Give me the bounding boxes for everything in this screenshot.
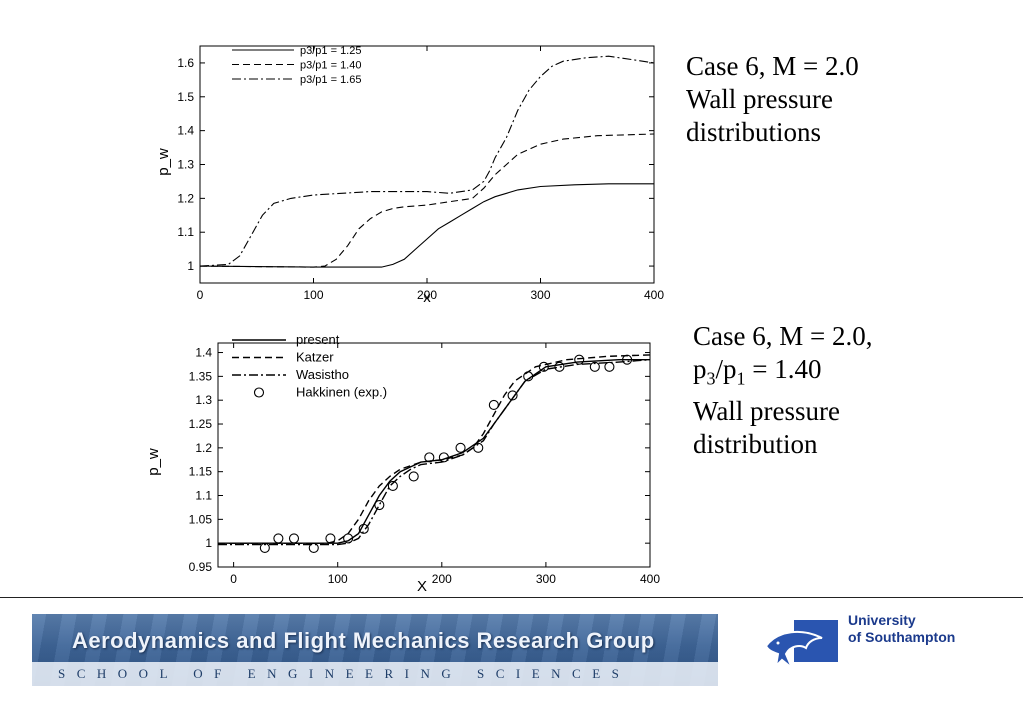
chart2-ytick-label-8: 1.35	[189, 369, 213, 383]
ratio-sub3: 3	[706, 368, 716, 389]
chart1-xtick-label-0: 0	[197, 288, 204, 302]
chart2-series-4-legend-marker	[253, 387, 265, 398]
caption-bottom-line2: p3/p1 = 1.40	[693, 353, 872, 395]
caption-bottom-line1: Case 6, M = 2.0,	[693, 321, 873, 351]
chart1-xtick-label-3: 300	[530, 288, 550, 302]
chart2-xtick-label-1: 100	[328, 572, 348, 586]
banner-strip	[32, 662, 718, 686]
chart2-series-4-point	[455, 442, 466, 453]
chart1-xtick-label-2: 200	[417, 288, 437, 302]
chart2-series-4-point	[622, 354, 633, 365]
banner-title: Aerodynamics and Flight Mechanics Resear…	[72, 628, 655, 653]
chart2-series-4-point	[438, 452, 449, 463]
chart2-ytick-label-1: 1	[205, 536, 212, 550]
chart2-series-4-point	[273, 533, 284, 544]
chart2-series-4-point	[408, 471, 419, 482]
chart1-xlabel: x	[423, 289, 431, 306]
chart2-series-4-point	[507, 390, 518, 401]
chart1-ytick-label-6: 1.6	[177, 56, 194, 70]
chart1-ytick-label-5: 1.5	[177, 90, 194, 104]
chart2-ytick-label-2: 1.05	[189, 512, 213, 526]
chart2-ylabel: p_w	[145, 448, 162, 476]
ratio-sub1: 1	[736, 368, 746, 389]
chart2-series-4-point	[374, 499, 385, 511]
university-line2: of Southampton	[848, 629, 956, 645]
chart1-ylabel: p_w	[155, 148, 172, 176]
chart2-ytick-label-6: 1.25	[189, 417, 213, 431]
dolphin-icon	[762, 616, 842, 672]
chart2-xtick-label-0: 0	[230, 572, 237, 586]
chart1-plot-frame	[199, 45, 655, 284]
chart2-series-4-legend-label: Hakkinen (exp.)	[296, 385, 387, 400]
chart2-series-4-point	[358, 523, 369, 534]
chart2-series-4-point	[574, 354, 585, 365]
caption-bottom-line4: distribution	[693, 429, 818, 460]
university-line1: University	[848, 612, 916, 628]
chart2-ytick-label-0: 0.95	[189, 560, 213, 574]
chart2-series-3-legend-label: Wasistho	[296, 367, 349, 382]
chart1-ytick-label-3: 1.3	[177, 158, 194, 172]
caption-top-line3: distributions	[686, 117, 822, 147]
chart2-ytick-label-9: 1.4	[195, 346, 212, 360]
chart2-series-4-point	[523, 371, 534, 382]
ratio-slash: /p	[715, 354, 737, 384]
caption-bottom-line3: Wall pressure	[693, 396, 841, 427]
chart1-ytick-label-4: 1.4	[177, 124, 194, 138]
chart2-ytick-label-3: 1.1	[195, 489, 212, 503]
caption-bottom: Case 6, M = 2.0, p3/p1 = 1.40 Wall press…	[693, 320, 872, 461]
chart2-series-4-point	[259, 542, 270, 553]
chart1-series-3-line	[199, 55, 655, 267]
chart2-xlabel: X	[417, 578, 427, 595]
chart2-series-4-point	[604, 361, 615, 372]
chart2-plot-frame	[217, 342, 651, 568]
chart2-series-4-point	[488, 399, 499, 411]
chart2-series-4-point	[424, 452, 435, 463]
chart2-series-2-legend-label: Katzer	[296, 350, 334, 365]
chart2-series-4-point	[538, 361, 549, 372]
chart2-series-2-line	[218, 354, 651, 544]
chart2-ytick-label-4: 1.15	[189, 465, 213, 479]
ratio-value: = 1.40	[745, 354, 822, 384]
chart2-ytick-label-5: 1.2	[195, 441, 212, 455]
chart2-series-4-point	[554, 361, 565, 372]
chart1-series-3-legend-label: p3/p1 = 1.65	[300, 74, 361, 86]
chart2-series-4-point	[473, 442, 484, 453]
chart2-series-1-legend-label: present	[296, 332, 340, 347]
chart1-series-1-legend-label: p3/p1 = 1.25	[300, 45, 361, 57]
chart1-ytick-label-0: 1	[187, 259, 194, 273]
chart2-series-1-line	[218, 359, 650, 544]
chart1-series-2-line	[199, 133, 655, 268]
chart1-ytick-label-2: 1.2	[177, 191, 194, 205]
chart2-ytick-label-7: 1.3	[195, 393, 212, 407]
divider-line	[0, 597, 1023, 598]
chart1-xtick-label-4: 400	[644, 288, 664, 302]
chart1-xtick-label-1: 100	[303, 288, 323, 302]
chart2-series-4-point	[308, 542, 319, 553]
research-group-banner: Aerodynamics and Flight Mechanics Resear…	[32, 614, 718, 686]
chart2-xtick-label-2: 200	[432, 572, 452, 586]
chart2-xtick-label-4: 400	[640, 572, 660, 586]
chart2-series-4-point	[589, 361, 600, 372]
university-logo: University of Southampton	[762, 612, 990, 684]
chart2-series-4-point	[387, 480, 398, 492]
chart2-series-4-point	[288, 533, 300, 544]
chart1-ytick-label-1: 1.1	[177, 225, 194, 239]
caption-top-line2: Wall pressure	[686, 84, 834, 114]
caption-top: Case 6, M = 2.0 Wall pressure distributi…	[686, 50, 859, 149]
chart2-series-3-line	[218, 359, 651, 546]
chart1-series-1-line	[199, 183, 654, 268]
ratio-p3: p	[693, 354, 707, 384]
banner-subtitle: SCHOOL OF ENGINEERING SCIENCES	[58, 666, 631, 681]
chart2-series-4-point	[325, 533, 336, 544]
chart2-xtick-label-3: 300	[536, 572, 556, 586]
chart2-series-4-point	[343, 533, 354, 544]
university-name: University of Southampton	[848, 612, 955, 646]
chart1-series-2-legend-label: p3/p1 = 1.40	[300, 60, 361, 72]
caption-top-line1: Case 6, M = 2.0	[686, 51, 859, 81]
